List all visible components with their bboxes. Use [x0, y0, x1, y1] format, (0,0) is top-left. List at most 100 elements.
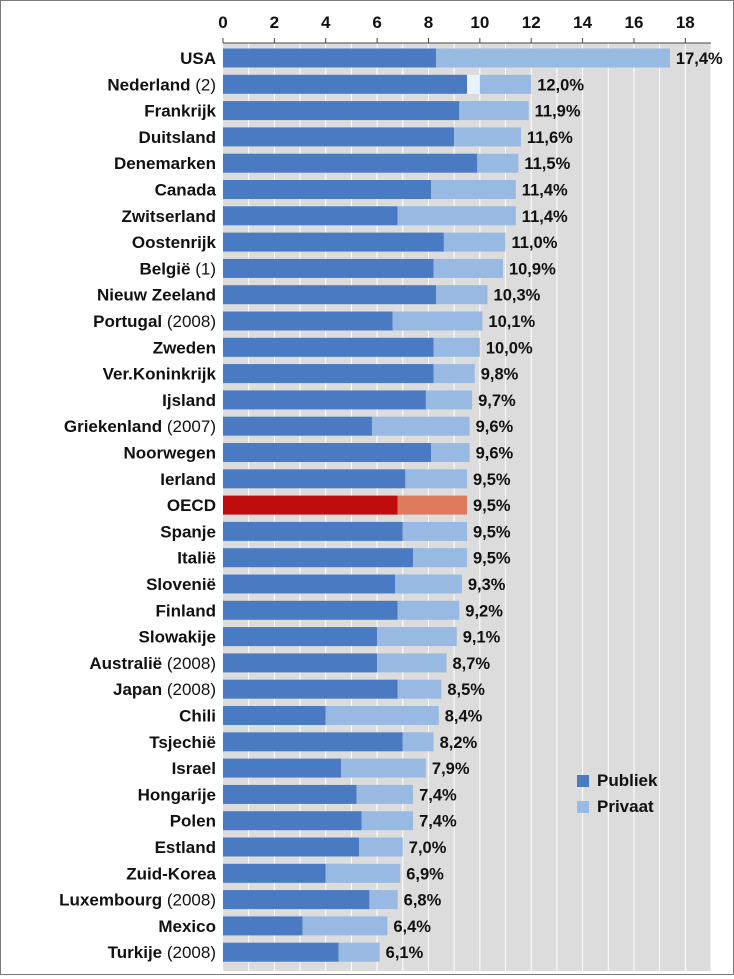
category-label: Luxembourg (2008)	[59, 891, 216, 910]
bar-value-label: 11,9%	[535, 103, 581, 121]
bar-value-label: 8,4%	[445, 708, 483, 726]
bar-gap	[467, 74, 480, 94]
bar-value-label: 8,7%	[452, 655, 490, 673]
bar-value-label: 10,0%	[486, 339, 533, 357]
category-label: Japan (2008)	[113, 680, 216, 699]
bar-privaat	[341, 758, 426, 778]
category-label: Ijsland	[162, 391, 216, 410]
bar-value-label: 9,8%	[481, 366, 519, 384]
bar-publiek	[223, 285, 437, 305]
bar-value-label: 6,9%	[406, 865, 444, 883]
x-tick-label: 10	[470, 13, 489, 32]
bar-privaat	[431, 443, 470, 462]
bar-privaat	[397, 600, 460, 620]
bar-privaat	[325, 863, 401, 883]
category-note: (1)	[191, 259, 217, 278]
bar-publiek	[223, 258, 434, 278]
category-label: Portugal (2008)	[93, 312, 216, 331]
category-note: (2)	[191, 75, 217, 94]
bar-privaat	[459, 101, 529, 121]
category-label: Polen	[170, 812, 216, 831]
x-tick-label: 12	[522, 13, 541, 32]
bar-publiek	[223, 942, 339, 962]
category-label: Israel	[172, 759, 216, 778]
bar-value-label: 10,3%	[494, 287, 541, 305]
category-name: Zuid-Korea	[126, 864, 216, 883]
category-label: Australië (2008)	[89, 654, 216, 673]
legend-swatch	[577, 801, 589, 813]
category-name: Estland	[155, 838, 216, 857]
legend-label: Privaat	[597, 797, 654, 816]
bar-privaat	[356, 784, 414, 804]
category-label: Mexico	[158, 917, 216, 936]
category-label: Griekenland (2007)	[64, 417, 216, 436]
category-label: Slovenië	[146, 575, 216, 594]
category-label: Finland	[156, 601, 216, 620]
bar-privaat	[479, 74, 532, 94]
bar-privaat	[377, 653, 447, 673]
category-name: België	[139, 259, 190, 278]
bar-privaat	[433, 337, 480, 357]
category-name: Ijsland	[162, 391, 216, 410]
bar-value-label: 11,0%	[512, 234, 558, 252]
bar-publiek	[223, 416, 372, 436]
legend-label: Publiek	[597, 771, 658, 790]
category-label: Nieuw Zeeland	[97, 286, 216, 305]
category-label: Chili	[179, 707, 216, 726]
category-name: Portugal	[93, 312, 162, 331]
bar-publiek	[223, 495, 398, 515]
category-label: Ierland	[160, 470, 216, 489]
bar-value-label: 9,6%	[476, 418, 514, 436]
category-name: USA	[180, 49, 216, 68]
category-label: USA	[180, 49, 216, 68]
category-label: Zweden	[153, 338, 216, 357]
bar-value-label: 12,0%	[537, 76, 584, 94]
category-label: Duitsland	[139, 128, 216, 147]
category-label: Zwitserland	[122, 207, 216, 226]
category-label: Tsjechië	[149, 733, 216, 752]
category-label: Italië	[177, 549, 216, 568]
bar-publiek	[223, 443, 432, 462]
bar-publiek	[223, 390, 426, 410]
bar-value-label: 9,5%	[473, 497, 511, 515]
category-name: Finland	[156, 601, 216, 620]
category-note: (2007)	[162, 417, 216, 436]
bar-publiek	[223, 180, 432, 199]
bar-privaat	[436, 48, 670, 68]
bar-value-label: 7,0%	[409, 839, 447, 857]
category-name: Ver.Koninkrijk	[103, 365, 217, 384]
x-tick-label: 0	[218, 13, 227, 32]
category-name: Hongarije	[138, 785, 216, 804]
category-name: Luxembourg	[59, 891, 162, 910]
x-tick-label: 18	[676, 13, 695, 32]
category-label: Estland	[155, 838, 216, 857]
bar-value-label: 6,4%	[393, 918, 431, 936]
bar-value-label: 10,1%	[488, 313, 535, 331]
bar-privaat	[397, 206, 516, 226]
category-name: Mexico	[158, 917, 216, 936]
bar-publiek	[223, 337, 434, 357]
bar-value-label: 7,4%	[419, 813, 457, 831]
bar-privaat	[436, 285, 488, 305]
bar-value-label: 6,8%	[404, 892, 442, 910]
x-tick-label: 8	[424, 13, 433, 32]
category-note: (2008)	[162, 312, 216, 331]
bar-publiek	[223, 74, 467, 94]
category-note: (2008)	[162, 891, 216, 910]
bar-privaat	[402, 521, 467, 541]
category-name: Canada	[155, 181, 217, 200]
bar-privaat	[413, 548, 467, 568]
bar-publiek	[223, 101, 460, 121]
category-name: Italië	[177, 549, 216, 568]
category-name: Denemarken	[114, 154, 216, 173]
bar-privaat	[395, 574, 462, 594]
category-label: Denemarken	[114, 154, 216, 173]
bar-privaat	[302, 916, 388, 936]
bar-publiek	[223, 916, 303, 936]
bar-privaat	[338, 942, 380, 962]
category-name: Zwitserland	[122, 207, 216, 226]
bar-privaat	[325, 706, 439, 725]
bar-publiek	[223, 364, 434, 384]
bar-publiek	[223, 232, 444, 252]
bar-publiek	[223, 469, 406, 489]
